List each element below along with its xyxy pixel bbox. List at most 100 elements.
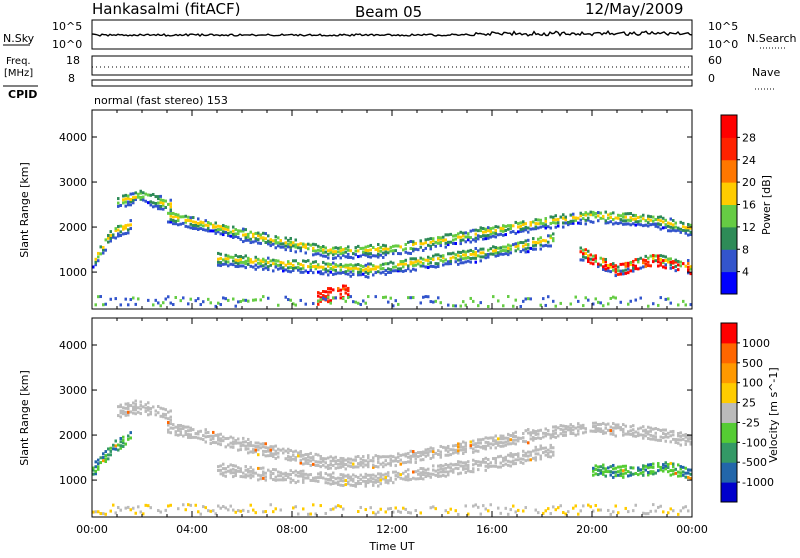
heat-cell (147, 298, 150, 302)
heat-cell (659, 258, 662, 262)
heat-cell (549, 455, 552, 459)
heat-cell (314, 479, 317, 483)
heat-cell (249, 258, 252, 262)
heat-cell (639, 219, 642, 223)
heat-cell (582, 504, 585, 508)
heat-cell (654, 435, 657, 439)
heat-cell (382, 455, 385, 459)
heat-cell (392, 470, 395, 474)
heat-cell (499, 511, 502, 515)
heat-cell (474, 228, 477, 232)
heat-cell (187, 215, 190, 219)
heat-cell (532, 438, 535, 442)
heat-cell (244, 440, 247, 444)
heat-cell (347, 289, 350, 293)
heat-cell (499, 229, 502, 233)
heat-cell (402, 248, 405, 252)
heat-cell (329, 459, 332, 463)
heat-cell (642, 217, 645, 221)
heat-cell (219, 439, 222, 443)
heat-cell (567, 223, 570, 227)
heat-cell (384, 480, 387, 484)
heat-cell (657, 303, 660, 307)
heat-cell (587, 503, 590, 507)
heat-cell (172, 215, 175, 219)
heat-cell (367, 255, 370, 259)
heat-cell (137, 192, 140, 196)
heat-cell (124, 200, 127, 204)
heat-cell (109, 233, 112, 237)
heat-cell (474, 460, 477, 464)
heat-cell (419, 454, 422, 458)
heat-cell (489, 464, 492, 468)
heat-cell (102, 246, 105, 250)
heat-cell (114, 297, 117, 301)
heat-cell (569, 426, 572, 430)
heat-cell (382, 465, 385, 469)
cpid-strip-frame (91, 79, 693, 87)
heat-cell (164, 206, 167, 210)
heat-cell (634, 471, 637, 475)
heat-cell (597, 265, 600, 269)
heat-cell (432, 505, 435, 509)
heat-cell (222, 462, 225, 466)
heat-cell (302, 245, 305, 249)
heat-cell (329, 462, 332, 466)
heat-cell (434, 299, 437, 303)
heat-cell (659, 465, 662, 469)
colorbar-swatch (721, 422, 737, 443)
heat-cell (514, 452, 517, 456)
heat-cell (242, 475, 245, 479)
heat-cell (222, 473, 225, 477)
heat-cell (482, 458, 485, 462)
heat-cell (682, 221, 685, 225)
heat-cell (384, 244, 387, 248)
heat-cell (342, 253, 345, 257)
heat-cell (347, 296, 350, 300)
heat-cell (629, 473, 632, 477)
heat-cell (477, 444, 480, 448)
heat-cell (639, 215, 642, 219)
heat-cell (499, 434, 502, 438)
heat-cell (272, 447, 275, 451)
heat-cell (674, 438, 677, 442)
heat-cell (652, 219, 655, 223)
heat-cell (444, 474, 447, 478)
heat-cell (362, 299, 365, 303)
heat-cell (219, 468, 222, 472)
heat-cell (314, 476, 317, 480)
heat-cell (252, 235, 255, 239)
heat-cell (122, 435, 125, 439)
heat-cell (244, 259, 247, 263)
heat-cell (687, 268, 690, 272)
heat-cell (597, 468, 600, 472)
heat-cell (342, 461, 345, 465)
heat-cell (282, 447, 285, 451)
heat-cell (234, 253, 237, 257)
heat-cell (509, 251, 512, 255)
heat-cell (397, 269, 400, 273)
heat-cell (657, 257, 660, 261)
heat-cell (519, 224, 522, 228)
heat-cell (679, 474, 682, 478)
heat-cell (357, 462, 360, 466)
heat-cell (392, 261, 395, 265)
heat-cell (389, 463, 392, 467)
heat-cell (182, 215, 185, 219)
x-tick-label: 04:00 (176, 523, 208, 536)
heat-cell (362, 246, 365, 250)
heat-cell (407, 267, 410, 271)
heat-cell (642, 224, 645, 228)
heat-cell (382, 267, 385, 271)
heat-cell (449, 469, 452, 473)
heat-cell (687, 434, 690, 438)
heat-cell (242, 240, 245, 244)
heat-cell (129, 404, 132, 408)
heat-cell (97, 259, 100, 263)
heat-cell (227, 231, 230, 235)
heat-cell (419, 256, 422, 260)
heat-cell (157, 509, 160, 513)
heat-cell (409, 460, 412, 464)
heat-cell (307, 476, 310, 480)
heat-cell (557, 506, 560, 510)
